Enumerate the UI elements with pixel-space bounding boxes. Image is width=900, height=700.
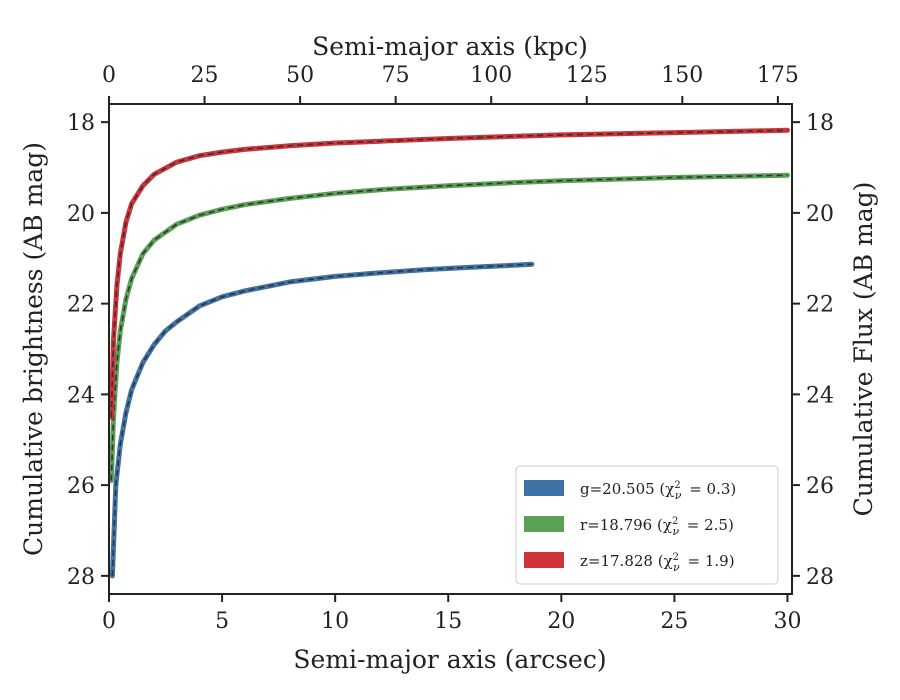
legend-swatch-1 xyxy=(524,516,564,532)
x-axis-label-bottom: Semi-major axis (arcsec) xyxy=(293,645,606,674)
y-tick-label-right: 24 xyxy=(806,383,834,408)
x-tick-label-top: 25 xyxy=(191,63,219,88)
x-axis-label-top: Semi-major axis (kpc) xyxy=(312,32,588,61)
x-tick-label-bottom: 5 xyxy=(215,609,229,634)
x-tick-label-top: 50 xyxy=(286,63,314,88)
x-tick-label-bottom: 30 xyxy=(773,609,801,634)
legend-swatch-2 xyxy=(524,552,564,568)
y-axis-label-left: Cumulative brightness (AB mag) xyxy=(19,142,48,556)
y-tick-label-left: 20 xyxy=(67,202,95,227)
y-tick-label-left: 26 xyxy=(67,474,95,499)
x-tick-label-top: 125 xyxy=(566,63,608,88)
legend-frame xyxy=(515,465,779,585)
series-band-0 xyxy=(109,261,535,579)
x-tick-label-bottom: 25 xyxy=(660,609,688,634)
series-model-line-0 xyxy=(111,263,532,576)
series-band-2 xyxy=(108,127,790,420)
legend: g=20.505 (χ2 ν = 0.3) r=18.796 (χ2 ν = 2.5)… xyxy=(515,465,779,585)
y-tick-label-right: 28 xyxy=(806,565,834,590)
y-tick-label-right: 18 xyxy=(806,111,834,136)
legend-label-2: z=17.828 (χ2 ν = 1.9) xyxy=(580,552,735,574)
series-model-line-1 xyxy=(110,174,788,481)
legend-label-1: r=18.796 (χ2 ν = 2.5) xyxy=(580,516,734,538)
y-tick-label-left: 28 xyxy=(67,565,95,590)
legend-label-0: g=20.505 (χ2 ν = 0.3) xyxy=(580,480,736,502)
series-model-line-2 xyxy=(110,129,788,418)
x-tick-label-top: 175 xyxy=(757,63,799,88)
ticks-layer: 0 5 10 15 20 25 30 0 25 50 75 100 125 150 175 18 18 20 20 2… xyxy=(67,63,834,634)
data-layer xyxy=(108,127,790,579)
x-tick-label-top: 150 xyxy=(661,63,703,88)
y-axis-label-right: Cumulative Flux (AB mag) xyxy=(849,182,878,517)
plot-frame xyxy=(108,103,793,595)
x-tick-label-bottom: 20 xyxy=(547,609,575,634)
y-tick-label-right: 26 xyxy=(806,474,834,499)
y-tick-label-left: 22 xyxy=(67,293,95,318)
x-tick-label-top: 0 xyxy=(102,63,116,88)
x-tick-label-top: 100 xyxy=(470,63,512,88)
series-band-1 xyxy=(108,172,790,484)
x-tick-label-bottom: 10 xyxy=(321,609,349,634)
legend-entries: g=20.505 (χ2 ν = 0.3) r=18.796 (χ2 ν = 2.5)… xyxy=(524,480,736,574)
x-tick-label-bottom: 15 xyxy=(434,609,462,634)
x-tick-label-top: 75 xyxy=(382,63,410,88)
y-tick-label-left: 24 xyxy=(67,383,95,408)
legend-swatch-0 xyxy=(524,480,564,496)
y-tick-label-left: 18 xyxy=(67,111,95,136)
x-tick-label-bottom: 0 xyxy=(102,609,116,634)
y-tick-label-right: 20 xyxy=(806,202,834,227)
y-tick-label-right: 22 xyxy=(806,293,834,318)
